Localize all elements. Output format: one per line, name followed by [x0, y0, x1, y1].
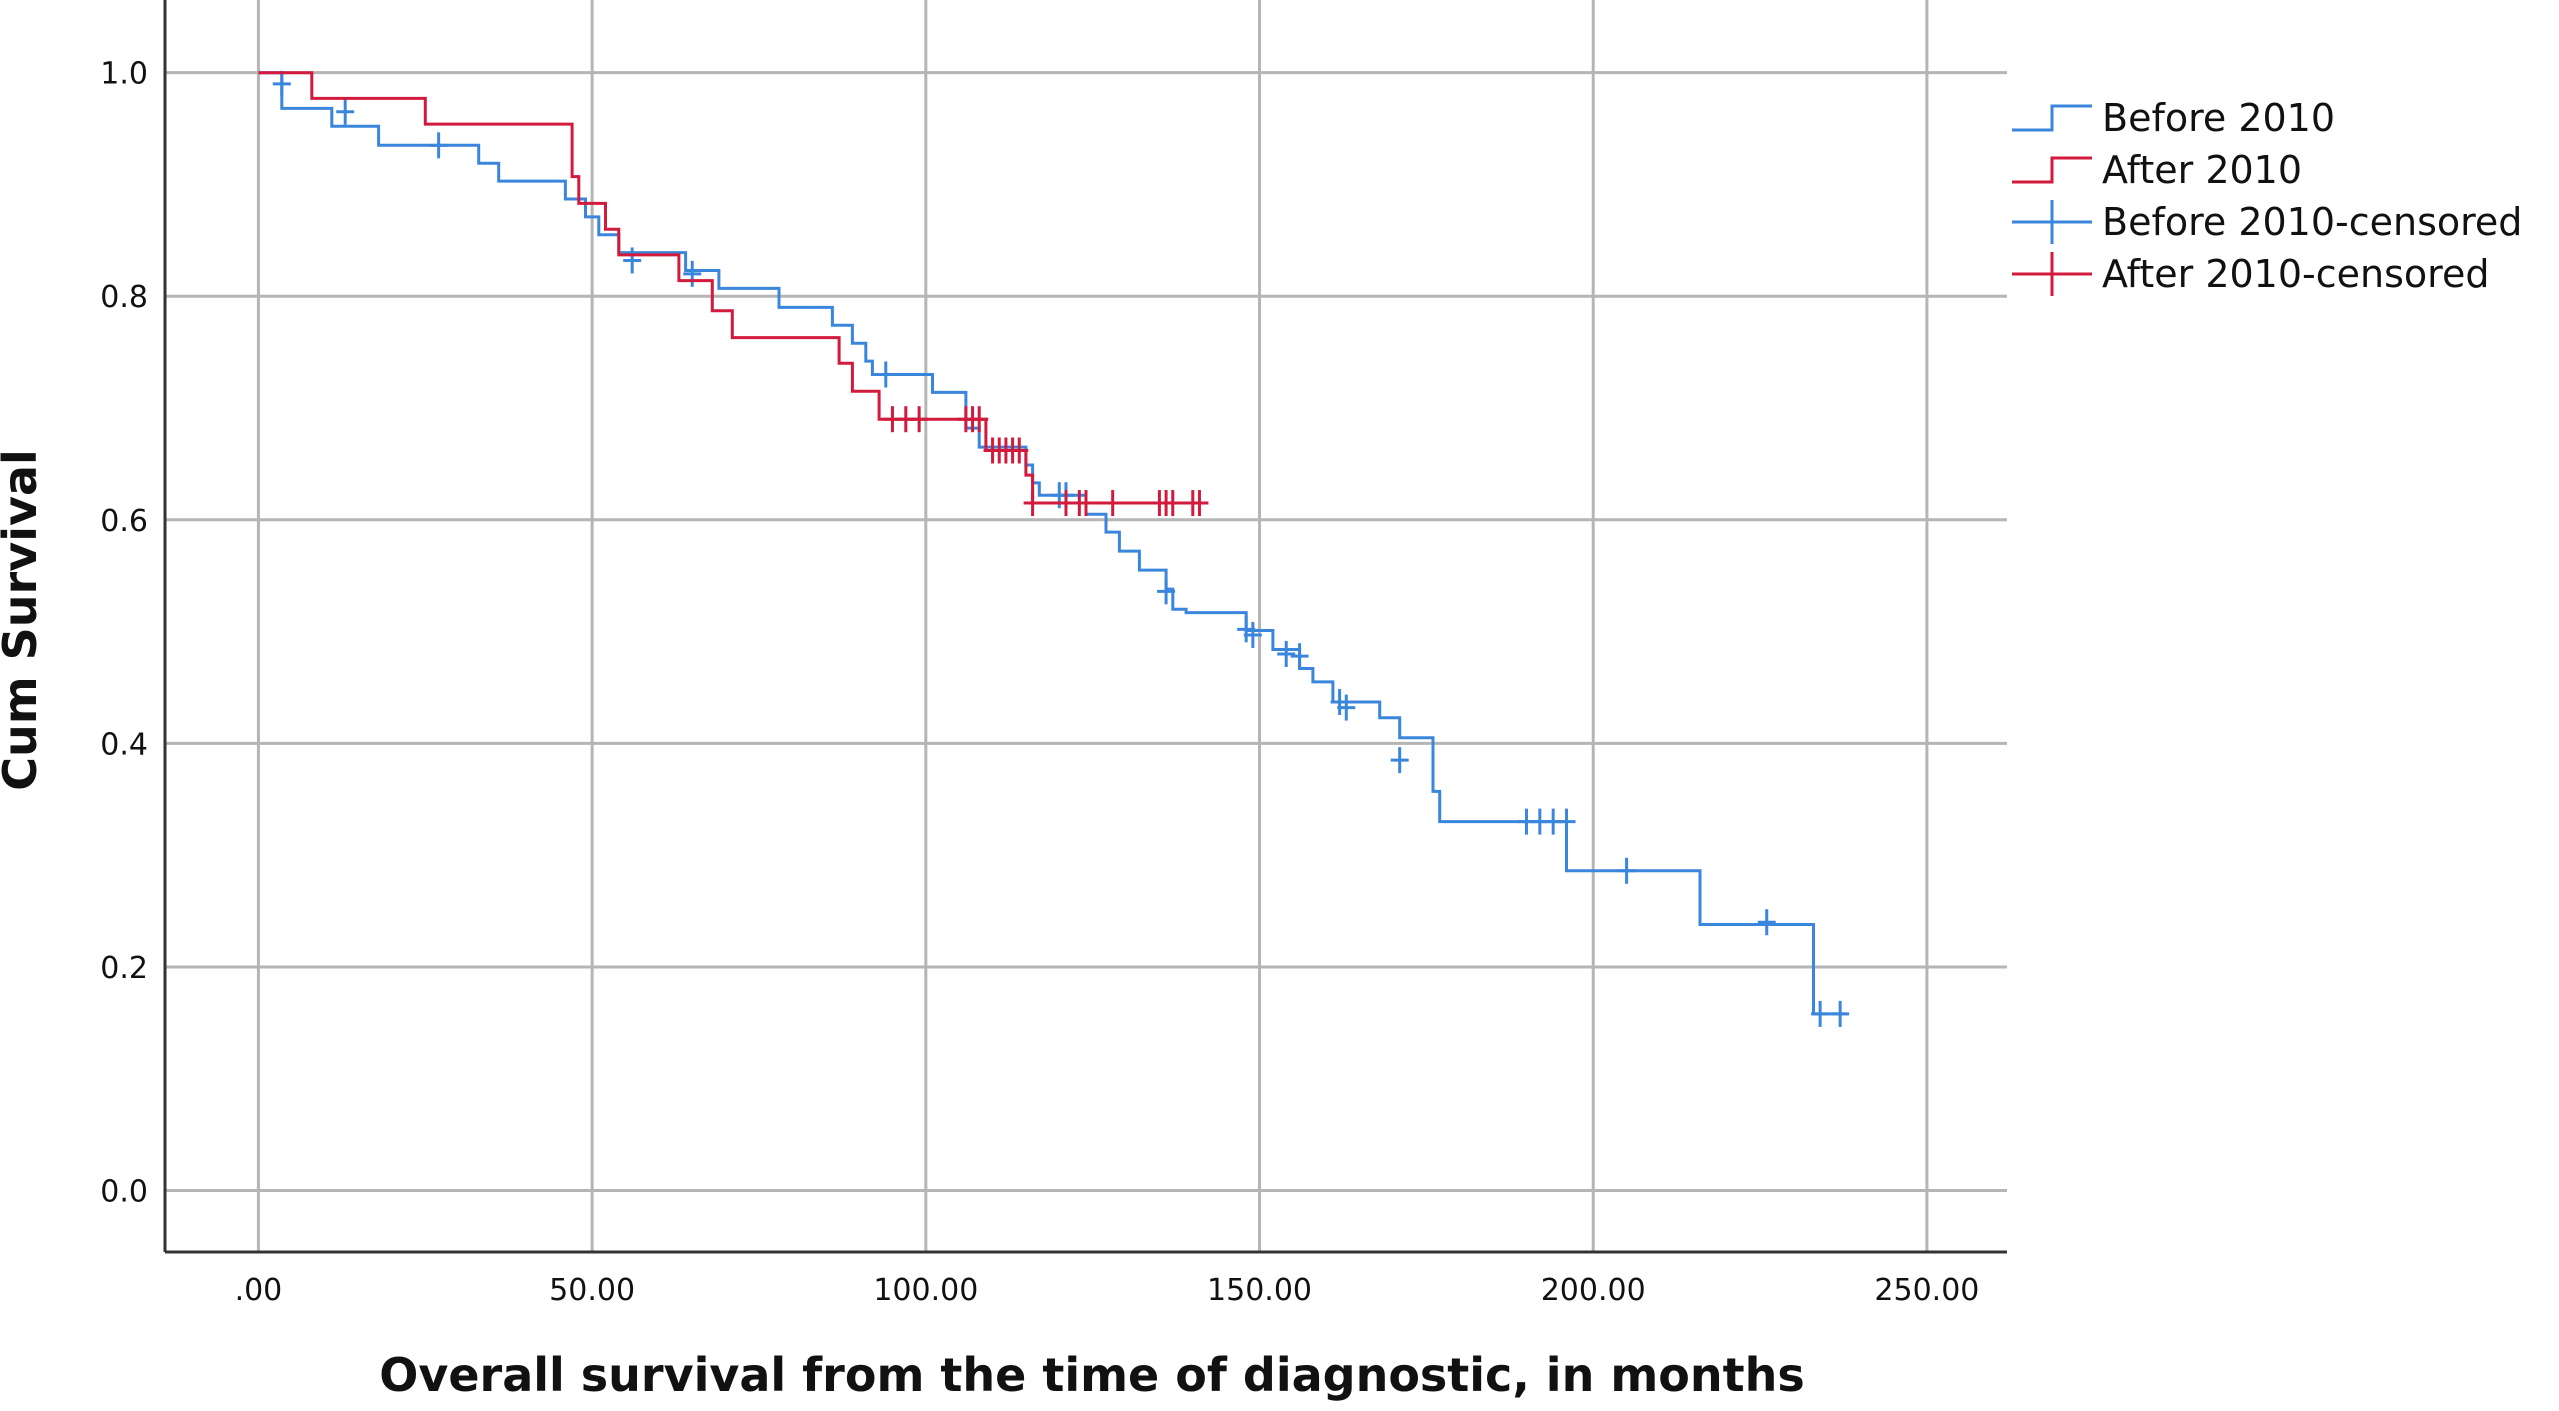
censor-mark-before-2010	[1290, 643, 1309, 670]
censor-mark-after-2010	[1103, 490, 1122, 517]
censor-mark-after-2010	[1010, 437, 1029, 464]
x-axis-title: Overall survival from the time of diagno…	[379, 1348, 1805, 1402]
censor-mark-before-2010	[272, 70, 291, 97]
grid-lines	[165, 0, 2007, 1252]
legend-label: Before 2010-censored	[2102, 200, 2522, 244]
x-tick-label: 100.00	[873, 1273, 978, 1308]
censor-mark-before-2010	[336, 98, 355, 125]
legend-label: Before 2010	[2102, 96, 2335, 140]
censor-mark-before-2010	[1757, 909, 1776, 936]
censor-mark-after-2010	[910, 406, 929, 433]
censor-mark-before-2010	[1557, 808, 1576, 835]
censor-mark-before-2010	[1811, 1000, 1830, 1027]
censor-mark-before-2010	[1243, 621, 1262, 648]
legend-label: After 2010	[2102, 148, 2302, 192]
censor-mark-before-2010	[1831, 1000, 1850, 1027]
censor-mark-before-2010	[1157, 578, 1176, 605]
x-tick-label: 50.00	[549, 1273, 635, 1308]
series-layer	[258, 70, 1850, 1027]
censor-mark-before-2010	[1337, 694, 1356, 721]
censor-mark-before-2010	[876, 361, 895, 388]
legend: Before 2010 After 2010 Before 2010-censore…	[2012, 96, 2522, 296]
censor-mark-before-2010	[1277, 640, 1296, 667]
legend-item-before-2010: Before 2010	[2012, 96, 2335, 140]
x-tick-label: 250.00	[1874, 1273, 1979, 1308]
y-tick-label: 0.0	[100, 1175, 148, 1210]
censor-mark-after-2010	[1163, 490, 1182, 517]
legend-item-before-2010-censored: Before 2010-censored	[2012, 200, 2522, 244]
x-tick-label: 200.00	[1541, 1273, 1646, 1308]
x-tick-label: .00	[235, 1273, 283, 1308]
y-tick-label: 0.8	[100, 280, 148, 315]
censor-mark-before-2010	[1617, 857, 1636, 884]
censor-mark-after-2010	[970, 406, 989, 433]
series-line-after-2010	[258, 71, 1200, 505]
y-tick-label: 0.6	[100, 504, 148, 539]
x-tick-labels: .00 50.00 100.00 150.00 200.00 250.00	[235, 1273, 1980, 1308]
censor-mark-after-2010	[1190, 490, 1209, 517]
y-axis-title: Cum Survival	[0, 449, 47, 791]
y-tick-label: 1.0	[100, 57, 148, 92]
y-tick-label: 0.2	[100, 951, 148, 986]
x-tick-label: 150.00	[1207, 1273, 1312, 1308]
censor-mark-before-2010	[1390, 747, 1409, 774]
axes	[163, 0, 2007, 1254]
censor-mark-before-2010	[623, 247, 642, 274]
censor-mark-after-2010	[1077, 490, 1095, 517]
legend-label: After 2010-censored	[2102, 252, 2489, 296]
censor-mark-before-2010	[683, 260, 702, 287]
legend-item-after-2010: After 2010	[2012, 148, 2302, 192]
legend-swatch-step	[2012, 104, 2092, 132]
y-tick-labels: 0.0 0.2 0.4 0.6 0.8 1.0	[100, 57, 148, 1210]
censor-mark-after-2010	[1023, 490, 1042, 517]
legend-item-after-2010-censored: After 2010-censored	[2012, 252, 2489, 296]
legend-swatch-step	[2012, 156, 2092, 184]
censor-mark-before-2010	[429, 132, 448, 159]
y-tick-label: 0.4	[100, 727, 148, 762]
